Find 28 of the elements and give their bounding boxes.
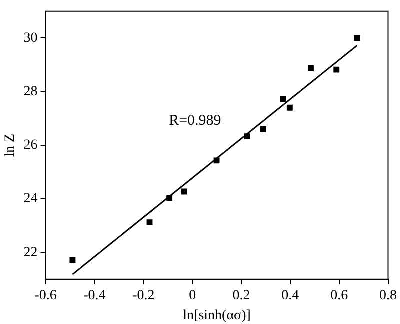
x-tick-label: -0.2 — [132, 288, 155, 304]
x-tick-label: 0.2 — [232, 288, 250, 304]
y-tick-label: 26 — [24, 138, 38, 154]
x-tick-label: 0.6 — [330, 288, 348, 304]
x-tick-label: 0 — [189, 288, 196, 304]
point — [70, 257, 76, 264]
point — [182, 188, 188, 195]
point — [308, 66, 314, 72]
point — [214, 158, 220, 164]
point — [354, 35, 360, 42]
x-tick-label: -0.6 — [34, 288, 57, 304]
point — [260, 126, 266, 132]
y-tick-label: 24 — [24, 192, 38, 207]
point — [280, 96, 286, 102]
y-axis-title: ln Z — [3, 134, 18, 157]
point — [334, 66, 340, 73]
point — [166, 195, 173, 202]
x-axis-title: ln[sinh(ασ)] — [183, 308, 251, 324]
y-tick-label: 28 — [24, 84, 38, 100]
y-tick-label: 30 — [24, 30, 38, 46]
x-tick-label: 0.8 — [380, 288, 397, 304]
point — [146, 220, 153, 226]
x-tick-label: -0.4 — [84, 288, 106, 304]
annotation: R=0.989 — [169, 113, 222, 130]
point — [244, 134, 250, 140]
point — [286, 104, 293, 111]
x-tick-label: 0.4 — [282, 288, 300, 304]
y-tick-label: 22 — [24, 245, 38, 260]
